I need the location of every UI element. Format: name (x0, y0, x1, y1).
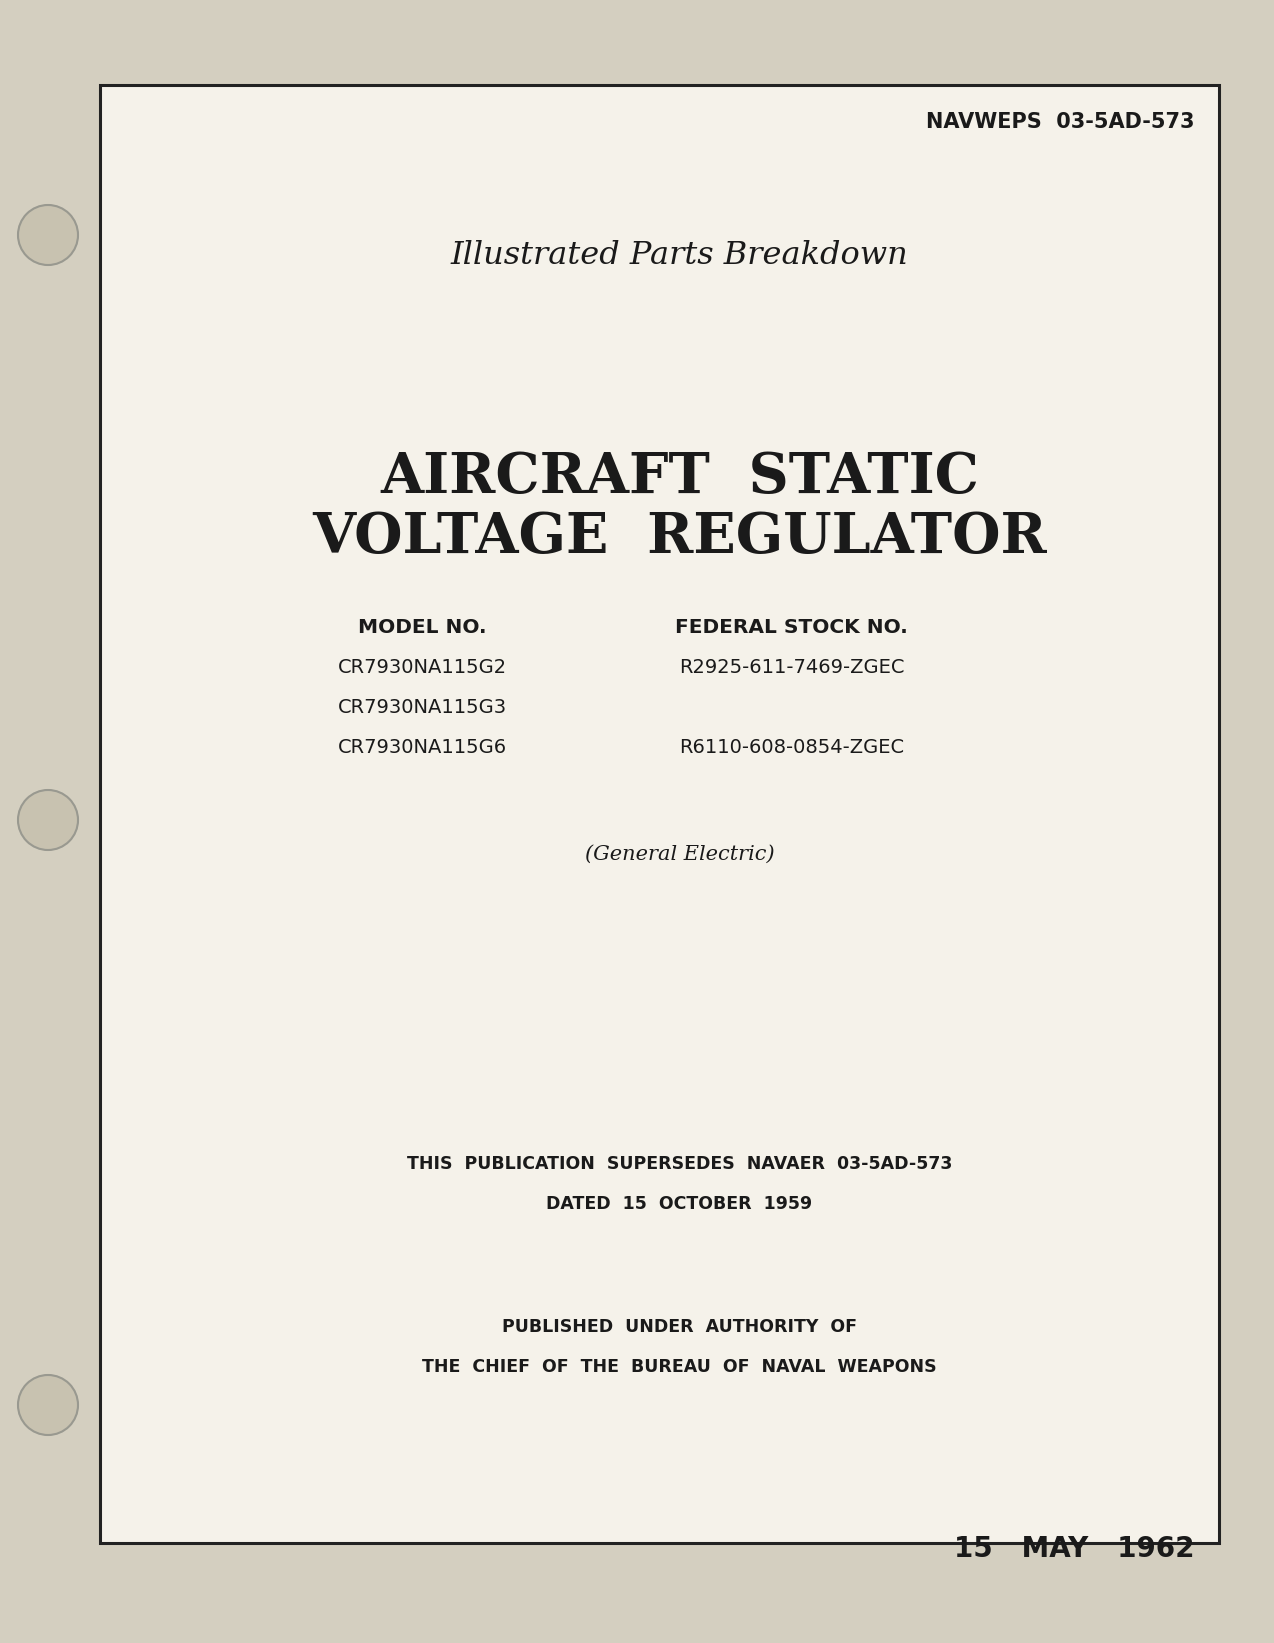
Bar (99, 85, 1219, 1543)
Text: THE  CHIEF  OF  THE  BUREAU  OF  NAVAL  WEAPONS: THE CHIEF OF THE BUREAU OF NAVAL WEAPONS (422, 1359, 936, 1375)
Text: R6110-608-0854-ZGEC: R6110-608-0854-ZGEC (679, 738, 905, 757)
Circle shape (18, 1375, 78, 1434)
Text: MODEL NO.: MODEL NO. (358, 618, 487, 637)
Text: AIRCRAFT  STATIC: AIRCRAFT STATIC (380, 450, 978, 504)
Text: CR7930NA115G6: CR7930NA115G6 (338, 738, 507, 757)
Text: VOLTAGE  REGULATOR: VOLTAGE REGULATOR (312, 509, 1047, 565)
Text: PUBLISHED  UNDER  AUTHORITY  OF: PUBLISHED UNDER AUTHORITY OF (502, 1318, 857, 1336)
Text: NAVWEPS  03-5AD-573: NAVWEPS 03-5AD-573 (925, 112, 1194, 131)
Text: 15   MAY   1962: 15 MAY 1962 (953, 1535, 1194, 1562)
Text: CR7930NA115G3: CR7930NA115G3 (338, 698, 507, 716)
Circle shape (18, 205, 78, 265)
Text: DATED  15  OCTOBER  1959: DATED 15 OCTOBER 1959 (547, 1194, 813, 1213)
Text: THIS  PUBLICATION  SUPERSEDES  NAVAER  03-5AD-573: THIS PUBLICATION SUPERSEDES NAVAER 03-5A… (406, 1155, 952, 1173)
Circle shape (18, 790, 78, 849)
Text: CR7930NA115G2: CR7930NA115G2 (338, 657, 507, 677)
Text: R2925-611-7469-ZGEC: R2925-611-7469-ZGEC (679, 657, 905, 677)
Text: Illustrated Parts Breakdown: Illustrated Parts Breakdown (451, 240, 908, 271)
Text: FEDERAL STOCK NO.: FEDERAL STOCK NO. (675, 618, 908, 637)
Text: (General Electric): (General Electric) (585, 845, 775, 864)
